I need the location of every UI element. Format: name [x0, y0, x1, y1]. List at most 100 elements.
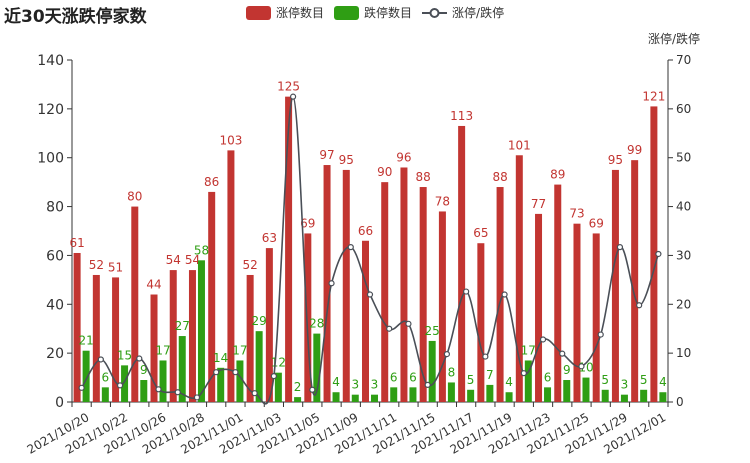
left-axis-tick-label: 0 — [55, 395, 64, 411]
ratio-point — [328, 280, 335, 287]
bar-label-limit-down: 6 — [544, 370, 552, 384]
bar-label-limit-up: 90 — [377, 165, 392, 179]
ratio-line — [80, 95, 660, 405]
bar-limit-down — [659, 392, 667, 402]
bar-label-limit-up: 69 — [300, 216, 315, 230]
ratio-point — [578, 363, 585, 370]
ratio-point — [116, 382, 124, 389]
ratio-point — [482, 353, 489, 360]
bar-label-limit-up: 51 — [108, 260, 123, 274]
left-axis-tick-label: 40 — [46, 297, 64, 313]
bar-limit-down — [217, 367, 225, 402]
bar-label-limit-up: 66 — [358, 224, 373, 238]
bar-limit-up — [400, 167, 408, 402]
ratio-point — [405, 320, 412, 327]
bar-limit-up — [208, 191, 216, 402]
bar-label-limit-up: 101 — [508, 138, 531, 152]
bar-label-limit-up: 54 — [166, 253, 181, 267]
bar-label-limit-up: 96 — [396, 150, 411, 164]
left-axis-tick-label: 140 — [37, 53, 64, 69]
bar-label-limit-up: 52 — [243, 258, 258, 272]
bar-label-limit-up: 95 — [608, 153, 623, 167]
bar-label-limit-down: 6 — [390, 370, 398, 384]
legend-item-limit-down[interactable]: 跌停数目 — [334, 4, 412, 21]
bar-limit-up — [381, 182, 389, 402]
ratio-point — [597, 331, 604, 338]
bar-label-limit-up: 73 — [569, 207, 584, 221]
bar-limit-down — [582, 377, 590, 402]
left-axis-tick-label: 60 — [46, 248, 64, 264]
ratio-point — [559, 350, 566, 357]
ratio-point — [213, 369, 220, 376]
bar-label-limit-down: 2 — [294, 380, 302, 394]
bar-limit-down — [428, 340, 436, 402]
bar-label-limit-down: 5 — [467, 373, 475, 387]
bar-limit-up — [419, 187, 427, 402]
ratio-point — [443, 351, 451, 358]
bar-limit-up — [438, 211, 446, 402]
bar-label-limit-down: 25 — [425, 324, 440, 338]
bar-limit-up — [362, 240, 369, 402]
bar-limit-down — [409, 387, 417, 402]
legend-item-ratio[interactable]: 涨停/跌停 — [422, 4, 504, 21]
bar-label-limit-up: 54 — [185, 253, 200, 267]
bar-limit-up — [73, 252, 81, 402]
right-axis-tick-label: 0 — [676, 395, 684, 409]
bar-limit-down — [313, 333, 321, 402]
bar-label-limit-down: 15 — [117, 348, 132, 362]
bar-limit-up — [342, 169, 350, 402]
bar-limit-down — [82, 350, 90, 402]
bar-limit-up — [188, 270, 196, 402]
bar-limit-down — [371, 394, 378, 402]
ratio-point — [463, 288, 470, 295]
bar-label-limit-down: 6 — [409, 370, 417, 384]
right-axis-name: 涨停/跌停 — [648, 32, 701, 46]
right-axis-tick-label: 60 — [676, 102, 691, 116]
bar-label-limit-up: 88 — [416, 170, 431, 184]
ratio-point — [616, 244, 624, 251]
bar-label-limit-up: 99 — [627, 143, 642, 157]
bar-limit-down — [294, 397, 302, 402]
ratio-point — [636, 302, 643, 309]
right-axis-tick-label: 50 — [676, 151, 691, 165]
bar-limit-up — [112, 277, 120, 402]
bar-label-limit-up: 78 — [435, 194, 450, 208]
ratio-point — [655, 250, 662, 258]
bar-limit-up — [304, 233, 312, 402]
bar-label-limit-down: 9 — [563, 363, 571, 377]
bar-limit-up — [150, 294, 158, 402]
legend-item-limit-up[interactable]: 涨停数目 — [246, 4, 324, 21]
bar-limit-down — [101, 387, 109, 402]
ratio-point — [97, 356, 104, 363]
ratio-point — [174, 389, 181, 396]
legend: 涨停数目 跌停数目 涨停/跌停 — [246, 4, 514, 21]
ratio-point — [309, 386, 316, 393]
left-axis-tick-label: 120 — [37, 102, 64, 118]
bar-label-limit-up: 125 — [277, 80, 300, 94]
bar-limit-down — [390, 387, 398, 402]
bar-label-limit-down: 21 — [78, 334, 93, 348]
bar-limit-up — [92, 274, 100, 402]
legend-swatch-limit-down — [334, 5, 360, 20]
bar-label-limit-up: 113 — [450, 109, 473, 123]
right-axis-tick-label: 20 — [676, 297, 691, 311]
bar-limit-down — [274, 372, 282, 402]
bar-label-limit-up: 52 — [89, 258, 104, 272]
bar-limit-up — [246, 274, 254, 402]
legend-label-ratio: 涨停/跌停 — [452, 6, 505, 20]
ratio-point — [386, 325, 393, 332]
bar-label-limit-down: 17 — [155, 343, 170, 357]
bar-limit-up — [323, 165, 331, 402]
ratio-point — [193, 394, 201, 401]
bar-limit-up — [131, 206, 139, 402]
bar-label-limit-up: 121 — [642, 89, 665, 103]
chart-title: 近30天涨跌停家数 — [4, 7, 147, 27]
bar-label-limit-up: 63 — [262, 231, 277, 245]
bar-limit-down — [351, 394, 359, 402]
bar-label-limit-up: 80 — [127, 190, 142, 204]
bar-label-limit-up: 65 — [473, 226, 488, 240]
right-axis-tick-label: 30 — [676, 248, 691, 262]
bar-label-limit-down: 58 — [194, 243, 209, 257]
bar-label-limit-down: 3 — [351, 378, 359, 392]
